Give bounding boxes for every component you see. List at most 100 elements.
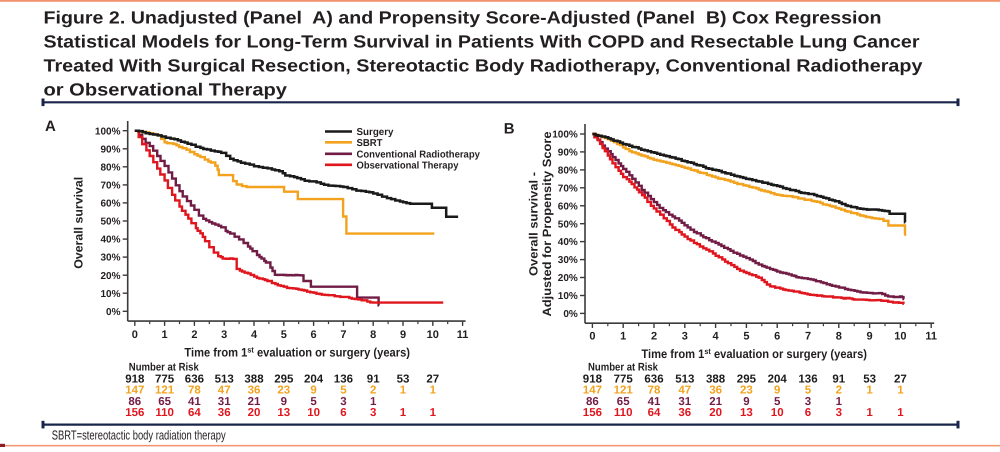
svg-text:65: 65 bbox=[617, 396, 630, 408]
svg-text:40%: 40% bbox=[100, 235, 120, 246]
svg-text:1: 1 bbox=[866, 407, 873, 419]
svg-text:110: 110 bbox=[155, 407, 174, 419]
svg-text:SBRT=stereotactic body radiati: SBRT=stereotactic body radiation therapy bbox=[52, 427, 226, 442]
svg-text:7: 7 bbox=[340, 329, 346, 341]
svg-text:1: 1 bbox=[400, 407, 407, 419]
svg-text:64: 64 bbox=[648, 407, 661, 419]
svg-text:6: 6 bbox=[340, 407, 346, 419]
svg-text:9: 9 bbox=[743, 396, 749, 408]
svg-text:36: 36 bbox=[218, 407, 231, 419]
svg-text:36: 36 bbox=[709, 385, 722, 397]
svg-text:90%: 90% bbox=[100, 144, 120, 155]
svg-text:4: 4 bbox=[713, 331, 720, 343]
svg-text:91: 91 bbox=[832, 373, 845, 385]
svg-text:20: 20 bbox=[709, 407, 722, 419]
svg-text:5: 5 bbox=[774, 396, 781, 408]
svg-text:100%: 100% bbox=[95, 126, 121, 137]
svg-text:775: 775 bbox=[155, 373, 175, 385]
svg-text:78: 78 bbox=[648, 385, 661, 397]
svg-text:10: 10 bbox=[307, 407, 320, 419]
svg-text:36: 36 bbox=[248, 385, 261, 397]
svg-text:11: 11 bbox=[925, 331, 937, 343]
svg-text:2: 2 bbox=[370, 385, 376, 397]
svg-text:86: 86 bbox=[586, 396, 599, 408]
svg-text:2: 2 bbox=[651, 331, 657, 343]
svg-text:388: 388 bbox=[706, 373, 726, 385]
svg-text:204: 204 bbox=[768, 373, 788, 385]
svg-text:21: 21 bbox=[248, 396, 261, 408]
svg-text:3: 3 bbox=[221, 329, 227, 341]
svg-text:Surgery: Surgery bbox=[357, 127, 394, 138]
svg-text:0: 0 bbox=[589, 331, 595, 343]
svg-text:Time from 1st evaluation or su: Time from 1st evaluation or surgery (yea… bbox=[184, 346, 410, 360]
svg-text:9: 9 bbox=[310, 385, 316, 397]
svg-text:5: 5 bbox=[805, 385, 812, 397]
svg-text:11: 11 bbox=[457, 329, 469, 341]
svg-text:5: 5 bbox=[743, 331, 749, 343]
svg-text:204: 204 bbox=[304, 373, 324, 385]
svg-text:1: 1 bbox=[430, 407, 437, 419]
svg-text:6: 6 bbox=[805, 407, 811, 419]
svg-text:13: 13 bbox=[277, 407, 290, 419]
svg-text:5: 5 bbox=[281, 329, 287, 341]
svg-text:4: 4 bbox=[251, 329, 258, 341]
svg-text:3: 3 bbox=[340, 396, 346, 408]
svg-text:65: 65 bbox=[158, 396, 171, 408]
svg-text:64: 64 bbox=[188, 407, 201, 419]
svg-text:156: 156 bbox=[125, 407, 144, 419]
svg-text:918: 918 bbox=[583, 373, 603, 385]
svg-text:50%: 50% bbox=[558, 219, 578, 230]
svg-text:A: A bbox=[45, 118, 56, 135]
svg-text:8: 8 bbox=[836, 331, 842, 343]
svg-text:30%: 30% bbox=[558, 255, 578, 266]
svg-text:40%: 40% bbox=[558, 237, 578, 248]
svg-text:SBRT: SBRT bbox=[357, 138, 383, 149]
svg-text:27: 27 bbox=[426, 373, 439, 385]
svg-text:388: 388 bbox=[244, 373, 264, 385]
svg-text:6: 6 bbox=[311, 329, 317, 341]
svg-text:20%: 20% bbox=[100, 271, 120, 282]
svg-text:0: 0 bbox=[132, 329, 138, 341]
svg-text:53: 53 bbox=[863, 373, 876, 385]
svg-text:50%: 50% bbox=[100, 217, 120, 228]
svg-text:636: 636 bbox=[185, 373, 204, 385]
svg-text:Treated With Surgical Resectio: Treated With Surgical Resection, Stereot… bbox=[44, 55, 923, 75]
svg-text:1: 1 bbox=[836, 396, 843, 408]
svg-text:100%: 100% bbox=[552, 130, 578, 141]
svg-text:23: 23 bbox=[740, 385, 753, 397]
svg-text:513: 513 bbox=[675, 373, 694, 385]
svg-text:60%: 60% bbox=[100, 199, 120, 210]
svg-text:86: 86 bbox=[128, 396, 141, 408]
svg-text:Adjusted for Propensity Score: Adjusted for Propensity Score bbox=[540, 131, 554, 316]
svg-text:90%: 90% bbox=[558, 148, 578, 159]
svg-text:9: 9 bbox=[867, 331, 873, 343]
svg-text:121: 121 bbox=[155, 385, 175, 397]
svg-text:1: 1 bbox=[370, 396, 377, 408]
svg-text:3: 3 bbox=[682, 331, 688, 343]
svg-text:9: 9 bbox=[400, 329, 406, 341]
svg-text:B: B bbox=[504, 121, 515, 138]
svg-text:636: 636 bbox=[644, 373, 663, 385]
svg-text:Figure 2. Unadjusted (Panel A: Figure 2. Unadjusted (Panel A) and Prope… bbox=[44, 7, 882, 27]
svg-text:Overall survival: Overall survival bbox=[72, 177, 86, 269]
svg-text:or Observational Therapy: or Observational Therapy bbox=[44, 79, 288, 99]
svg-text:513: 513 bbox=[215, 373, 234, 385]
svg-text:80%: 80% bbox=[558, 166, 578, 177]
svg-text:1: 1 bbox=[400, 385, 407, 397]
svg-text:41: 41 bbox=[188, 396, 201, 408]
svg-text:47: 47 bbox=[678, 385, 691, 397]
svg-text:41: 41 bbox=[648, 396, 661, 408]
svg-text:47: 47 bbox=[218, 385, 231, 397]
svg-text:7: 7 bbox=[805, 331, 811, 343]
svg-text:10: 10 bbox=[894, 331, 906, 343]
svg-text:5: 5 bbox=[310, 396, 317, 408]
svg-text:78: 78 bbox=[188, 385, 201, 397]
svg-text:70%: 70% bbox=[558, 183, 578, 194]
svg-text:3: 3 bbox=[370, 407, 376, 419]
svg-text:918: 918 bbox=[125, 373, 145, 385]
svg-text:9: 9 bbox=[281, 396, 287, 408]
svg-text:1: 1 bbox=[897, 407, 904, 419]
svg-text:2: 2 bbox=[836, 385, 842, 397]
svg-text:136: 136 bbox=[798, 373, 817, 385]
svg-text:36: 36 bbox=[678, 407, 691, 419]
